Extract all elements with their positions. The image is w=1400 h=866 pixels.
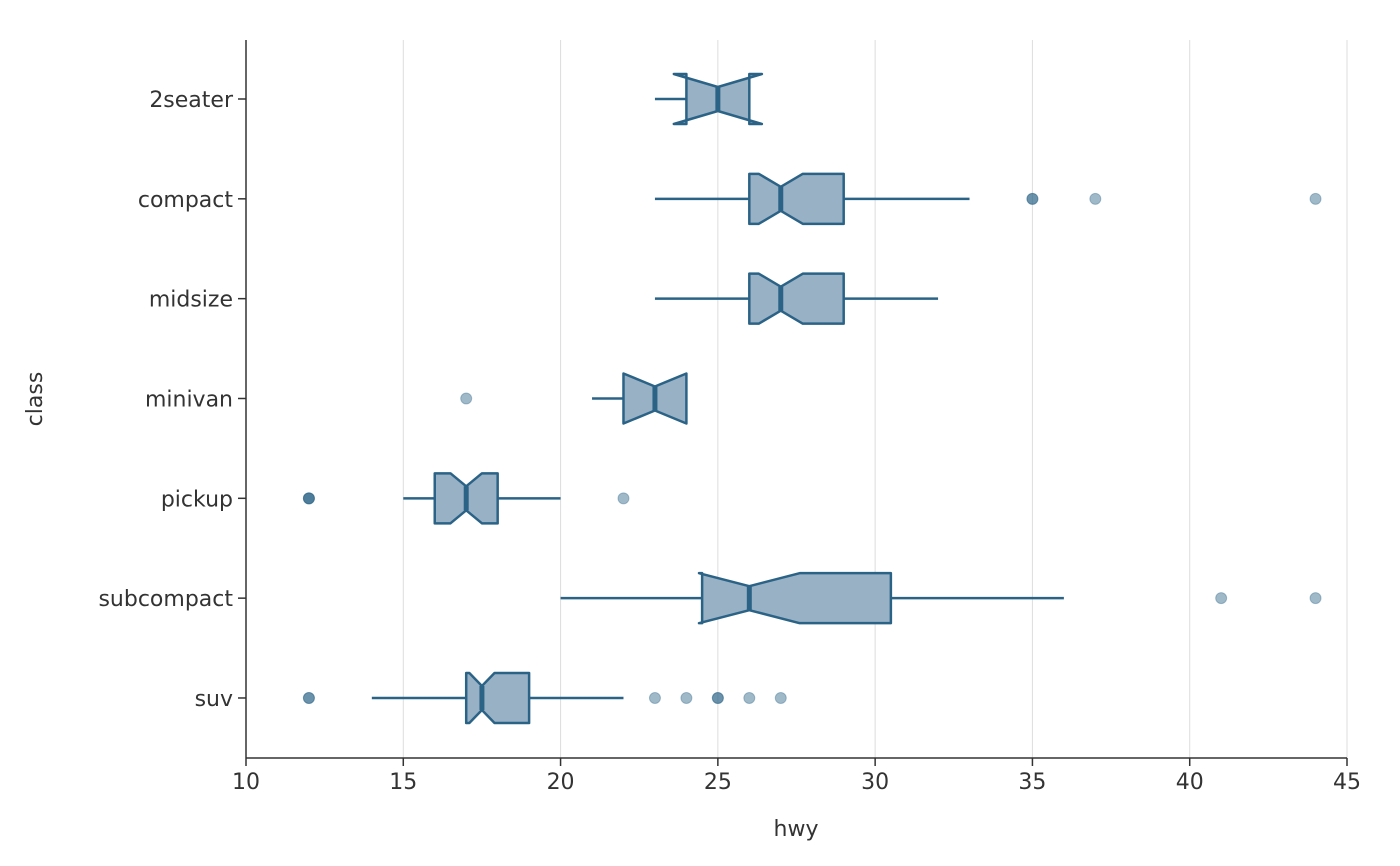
outlier-point [617, 492, 630, 505]
outlier-point [460, 392, 473, 405]
box-compact [748, 172, 845, 226]
x-tick-label: 10 [232, 770, 260, 795]
box-group-midsize [654, 272, 939, 325]
x-tick-label: 40 [1176, 770, 1204, 795]
outlier-point [302, 492, 315, 505]
outlier-point [1089, 192, 1102, 205]
outlier-point [302, 691, 315, 704]
x-tick-label: 30 [861, 770, 889, 795]
outlier-point [1309, 592, 1322, 605]
y-tick-label: compact [138, 188, 234, 213]
outlier-point [680, 691, 693, 704]
box-group-suv [302, 671, 787, 725]
outlier-point [302, 691, 315, 704]
y-axis-title: class [23, 372, 48, 427]
x-tick-label: 15 [389, 770, 417, 795]
box-group-subcompact [560, 571, 1322, 625]
boxes [302, 72, 1322, 725]
box-suv [464, 671, 531, 725]
outlier-point [711, 691, 724, 704]
outlier-point [1309, 192, 1322, 205]
axes: 10 15 20 25 30 35 40 45 2seater compact midsize min… [98, 40, 1361, 795]
x-tick-label: 35 [1018, 770, 1046, 795]
outlier-point [1026, 192, 1039, 205]
box-group-pickup [302, 472, 630, 525]
y-tick-label: subcompact [98, 587, 233, 612]
x-tick-label: 45 [1333, 770, 1361, 795]
outlier-point [1026, 192, 1039, 205]
outlier-point [711, 691, 724, 704]
y-tick-label: suv [195, 687, 233, 712]
x-axis-title: hwy [774, 817, 819, 842]
outlier-point [1215, 592, 1228, 605]
y-tick-label: minivan [145, 387, 233, 412]
y-tick-label: 2seater [149, 88, 234, 113]
gridlines [245, 40, 1348, 758]
box-group-minivan [460, 372, 688, 425]
box-group-compact [654, 172, 1322, 226]
x-tick-label: 20 [547, 770, 575, 795]
box-subcompact [697, 571, 893, 625]
x-tick-label: 25 [704, 770, 732, 795]
y-tick-label: pickup [161, 487, 233, 512]
outlier-point [302, 492, 315, 505]
outlier-point [774, 691, 787, 704]
outlier-point [302, 492, 315, 505]
outlier-point [648, 691, 661, 704]
box-group-2seater [654, 72, 764, 126]
outlier-point [743, 691, 756, 704]
box-midsize [748, 272, 845, 325]
y-tick-label: midsize [149, 288, 233, 313]
